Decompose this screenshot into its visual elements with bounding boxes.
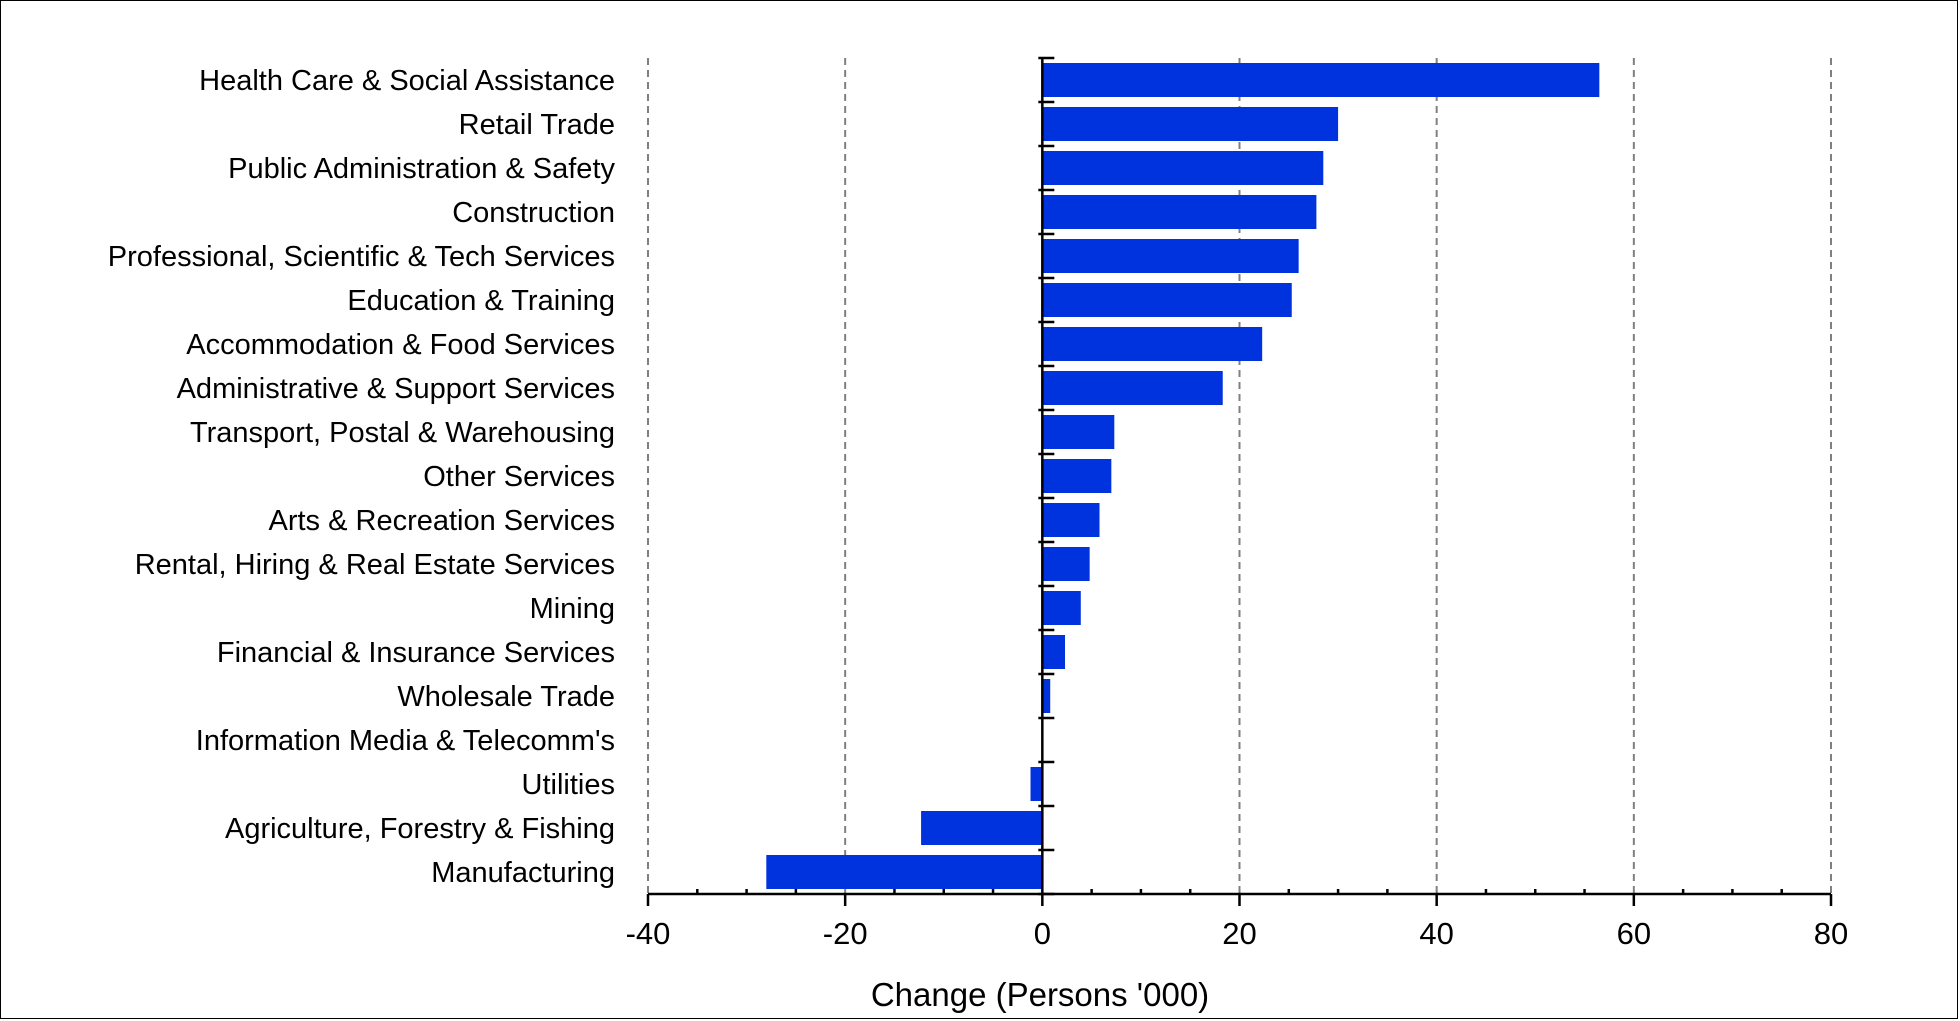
category-label: Other Services xyxy=(423,461,615,493)
category-label: Construction xyxy=(452,197,615,229)
category-label: Financial & Insurance Services xyxy=(217,637,615,669)
category-label: Accommodation & Food Services xyxy=(186,329,615,361)
axes xyxy=(646,56,1833,906)
category-label: Rental, Hiring & Real Estate Services xyxy=(135,549,615,581)
bar xyxy=(1042,195,1317,229)
x-tick-label: 40 xyxy=(1419,916,1453,951)
category-label: Manufacturing xyxy=(431,857,615,889)
gridlines xyxy=(647,58,1832,894)
category-label: Utilities xyxy=(522,769,615,801)
bar xyxy=(1042,635,1066,669)
bar xyxy=(1042,239,1299,273)
category-label: Agriculture, Forestry & Fishing xyxy=(225,813,615,845)
category-label: Wholesale Trade xyxy=(397,681,615,713)
category-label: Administrative & Support Services xyxy=(177,373,615,405)
x-tick-label: 0 xyxy=(1034,916,1051,951)
bar xyxy=(1042,459,1112,493)
bar xyxy=(1042,547,1090,581)
bar xyxy=(1042,679,1051,713)
bar xyxy=(1042,503,1100,537)
x-tick-label: 80 xyxy=(1814,916,1848,951)
bar xyxy=(1042,283,1292,317)
category-label: Arts & Recreation Services xyxy=(268,505,615,537)
bar xyxy=(1042,63,1600,97)
category-label: Information Media & Telecomm's xyxy=(196,725,615,757)
category-label: Education & Training xyxy=(347,285,615,317)
bar xyxy=(1042,107,1339,141)
x-tick-label: 60 xyxy=(1617,916,1651,951)
bar xyxy=(1042,591,1081,625)
category-label: Professional, Scientific & Tech Services xyxy=(108,241,615,273)
category-label: Public Administration & Safety xyxy=(228,153,615,185)
x-tick-label: -20 xyxy=(823,916,868,951)
bars xyxy=(766,63,1600,889)
category-label: Mining xyxy=(530,593,615,625)
x-tick-label: -40 xyxy=(626,916,671,951)
category-label: Transport, Postal & Warehousing xyxy=(190,417,615,449)
x-tick-labels: -40 -20 0 20 40 60 80 xyxy=(626,916,1849,951)
x-axis-title: Change (Persons '000) xyxy=(871,976,1209,1013)
bar xyxy=(766,855,1043,889)
x-tick-label: 20 xyxy=(1222,916,1256,951)
bar xyxy=(1042,415,1115,449)
category-label: Health Care & Social Assistance xyxy=(199,65,615,97)
category-labels: Health Care & Social Assistance Retail Tr… xyxy=(108,65,616,889)
bar xyxy=(1042,327,1263,361)
category-label: Retail Trade xyxy=(459,109,615,141)
bar xyxy=(921,811,1043,845)
bar xyxy=(1042,151,1324,185)
bar xyxy=(1030,767,1043,801)
bar xyxy=(1042,371,1223,405)
